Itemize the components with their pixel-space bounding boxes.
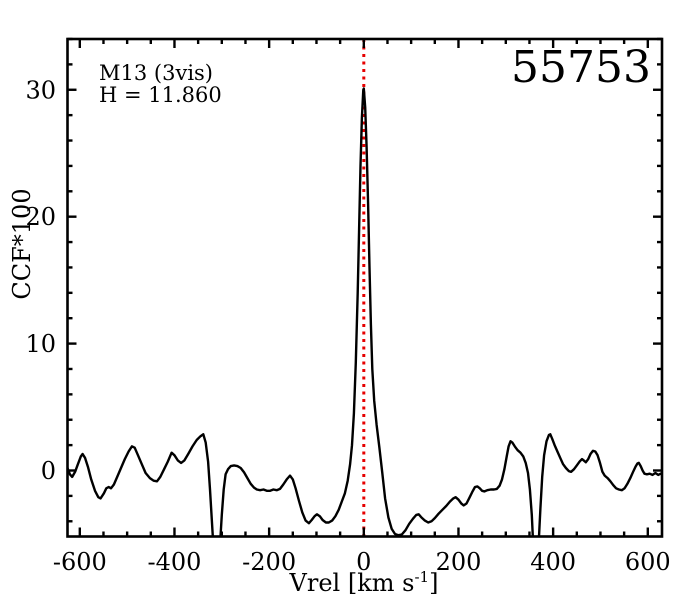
- x-tick-label: -600: [53, 548, 107, 576]
- x-axis-title-superscript: -1: [414, 568, 430, 586]
- x-tick-label: 600: [625, 548, 671, 576]
- star-id-label: 55753: [511, 42, 651, 93]
- x-tick-label: 0: [356, 548, 371, 576]
- y-tick-label: 10: [25, 330, 56, 358]
- x-tick-label: -200: [242, 548, 296, 576]
- x-tick-label: -400: [148, 548, 202, 576]
- h-magnitude-label: H = 11.860: [99, 83, 222, 107]
- annotation-block: M13 (3vis) H = 11.860: [99, 62, 222, 106]
- y-axis-title: CCF*100: [8, 188, 36, 300]
- x-axis-title-text: Vrel [km s: [289, 569, 415, 597]
- x-tick-label: 200: [436, 548, 482, 576]
- ccf-curve: [67, 87, 662, 537]
- cluster-label: M13 (3vis): [99, 61, 214, 85]
- y-tick-label: 0: [41, 457, 56, 485]
- x-axis-title: Vrel [km s-1]: [289, 568, 439, 597]
- y-tick-label: 30: [25, 76, 56, 104]
- y-tick-label: 20: [25, 203, 56, 231]
- x-tick-label: 400: [530, 548, 576, 576]
- x-axis-title-bracket: ]: [429, 569, 439, 597]
